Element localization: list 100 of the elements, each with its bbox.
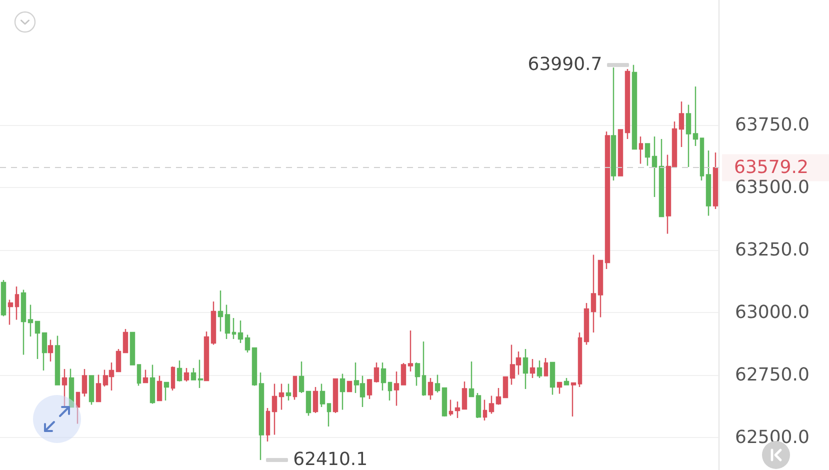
candlestick (176, 360, 182, 382)
candlestick (482, 399, 488, 422)
candlestick (122, 328, 128, 354)
candlestick (286, 383, 292, 402)
candlestick (374, 362, 380, 384)
candlestick (136, 364, 142, 386)
candlestick (156, 375, 162, 402)
y-tick-label: 63250.0 (735, 240, 810, 260)
candlestick (544, 357, 548, 376)
candlestick (692, 86, 698, 147)
candlestick (278, 383, 284, 410)
candlestick (434, 374, 440, 394)
candlestick (332, 378, 338, 414)
candlestick (496, 387, 502, 406)
candlestick (258, 372, 264, 461)
y-tick-label: 63000.0 (735, 302, 810, 323)
candlestick (598, 260, 604, 318)
candlestick (590, 254, 596, 334)
candlestick (564, 377, 570, 386)
candlestick (618, 129, 624, 176)
candlestick (408, 330, 414, 372)
candlestick (488, 395, 494, 414)
candlestick (170, 366, 176, 392)
candlestick (150, 364, 156, 404)
candlestick (550, 362, 556, 396)
candlestick (644, 143, 650, 166)
candlestick (224, 304, 230, 340)
annotation: 63990.7 (528, 54, 602, 76)
candlestick (624, 68, 630, 140)
candlestick (68, 368, 74, 408)
candlestick (76, 392, 80, 424)
candlestick (42, 332, 48, 372)
annotation: 62410.1 (293, 448, 368, 470)
candlestick (164, 382, 170, 402)
candlestick (584, 302, 590, 346)
candlestick (380, 362, 386, 392)
candlestick (686, 104, 692, 168)
candlestick (346, 380, 352, 392)
candlestick (678, 100, 684, 148)
candlestick (252, 347, 258, 386)
candlestick (448, 399, 454, 416)
y-tick-label: 63500.0 (735, 177, 810, 198)
candlestick (244, 334, 250, 354)
candlestick (604, 130, 610, 270)
candlestick (272, 383, 278, 436)
candlestick (522, 348, 528, 390)
candlestick (266, 407, 270, 442)
candlestick (34, 320, 40, 360)
candlestick (0, 279, 6, 317)
candlestick (320, 383, 326, 408)
candlestick (184, 367, 190, 382)
candlestick (8, 299, 14, 326)
candlestick (610, 66, 616, 182)
candlestick (658, 138, 664, 218)
candlestick (530, 358, 536, 379)
candlestick (198, 359, 204, 389)
candlestick (476, 392, 482, 419)
candlestick (502, 376, 508, 399)
candlestick (428, 377, 434, 400)
candlestick (340, 373, 346, 410)
candlestick (204, 330, 210, 382)
candlestick (712, 152, 718, 210)
ref-line-label: 63579.2 (734, 157, 808, 178)
candlestick (638, 136, 644, 164)
y-tick-label: 62750.0 (735, 364, 810, 386)
candlestick (210, 300, 216, 346)
candlestick (556, 382, 562, 394)
candlestick (326, 403, 332, 428)
candlestick (190, 367, 196, 380)
candlestick (422, 340, 426, 396)
candlestick (536, 360, 542, 379)
candlestick (706, 150, 712, 216)
candlestick (14, 286, 20, 320)
candlestick (700, 138, 704, 182)
candlestick (298, 360, 304, 394)
candlestick (20, 289, 26, 356)
candlestick (312, 386, 318, 414)
candlestick (632, 64, 638, 150)
candlestick (388, 382, 392, 402)
candlestick (442, 387, 448, 418)
candlestick (652, 136, 658, 198)
candlestick (96, 374, 102, 402)
candlestick (292, 376, 298, 400)
y-tick-label: 62500.0 (735, 427, 810, 448)
candlestick (306, 390, 312, 416)
candlestick (394, 370, 400, 406)
candlestick (218, 290, 224, 332)
candlestick (142, 369, 148, 384)
candlestick (570, 382, 576, 418)
candlestick (414, 362, 420, 386)
candlestick (54, 335, 60, 386)
candlestick (82, 368, 88, 398)
candlestick (366, 378, 372, 400)
candlestick (578, 332, 582, 388)
candlestick (28, 304, 34, 338)
candlestick (48, 339, 54, 362)
candlestick (88, 375, 94, 406)
candlestick (454, 400, 460, 419)
candlestick (468, 360, 474, 398)
candlestick (130, 332, 136, 366)
